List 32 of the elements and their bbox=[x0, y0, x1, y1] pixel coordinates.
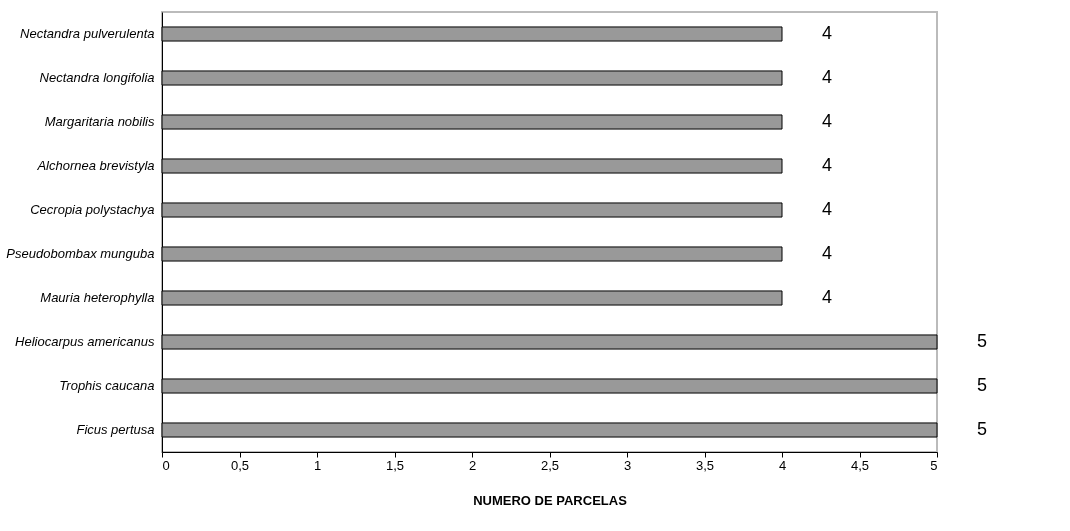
data-label: 4 bbox=[822, 111, 833, 131]
x-tick-label: 1 bbox=[313, 457, 322, 473]
data-label: 4 bbox=[822, 243, 833, 263]
data-label: 4 bbox=[822, 199, 833, 219]
y-tick-label: Nectandra pulverulenta bbox=[20, 26, 155, 41]
data-label: 5 bbox=[977, 419, 988, 439]
x-tick-label: 3,5 bbox=[695, 457, 715, 473]
y-tick-label: Cecropia polystachya bbox=[30, 202, 155, 217]
x-axis-title: NUMERO DE PARCELAS bbox=[473, 492, 628, 508]
x-tick-label: 2 bbox=[468, 457, 477, 473]
y-tick-label: Mauria heterophylla bbox=[40, 290, 155, 305]
data-label: 4 bbox=[822, 155, 833, 175]
data-label: 4 bbox=[822, 23, 833, 43]
data-label: 5 bbox=[977, 331, 988, 351]
y-tick-label: Pseudobombax munguba bbox=[6, 246, 155, 261]
y-tick-label: Alchornea brevistyla bbox=[36, 158, 155, 173]
y-tick-label: Trophis caucana bbox=[59, 378, 155, 393]
x-tick-label: 5 bbox=[930, 457, 938, 473]
x-tick-label: 2,5 bbox=[540, 457, 560, 473]
y-tick-label: Ficus pertusa bbox=[76, 422, 155, 437]
x-tick-label: 0 bbox=[162, 457, 170, 473]
y-tick-label: Heliocarpus americanus bbox=[15, 334, 155, 349]
x-tick-label: 4 bbox=[778, 457, 787, 473]
x-tick-label: 1,5 bbox=[385, 457, 405, 473]
x-tick-label: 0,5 bbox=[230, 457, 250, 473]
data-label: 4 bbox=[822, 67, 833, 87]
x-tick-label: 3 bbox=[623, 457, 632, 473]
x-tick-label: 4,5 bbox=[850, 457, 870, 473]
data-label: 4 bbox=[822, 287, 833, 307]
data-label: 5 bbox=[977, 375, 988, 395]
y-tick-label: Nectandra longifolia bbox=[39, 70, 155, 85]
y-tick-label: Margaritaria nobilis bbox=[44, 114, 155, 129]
